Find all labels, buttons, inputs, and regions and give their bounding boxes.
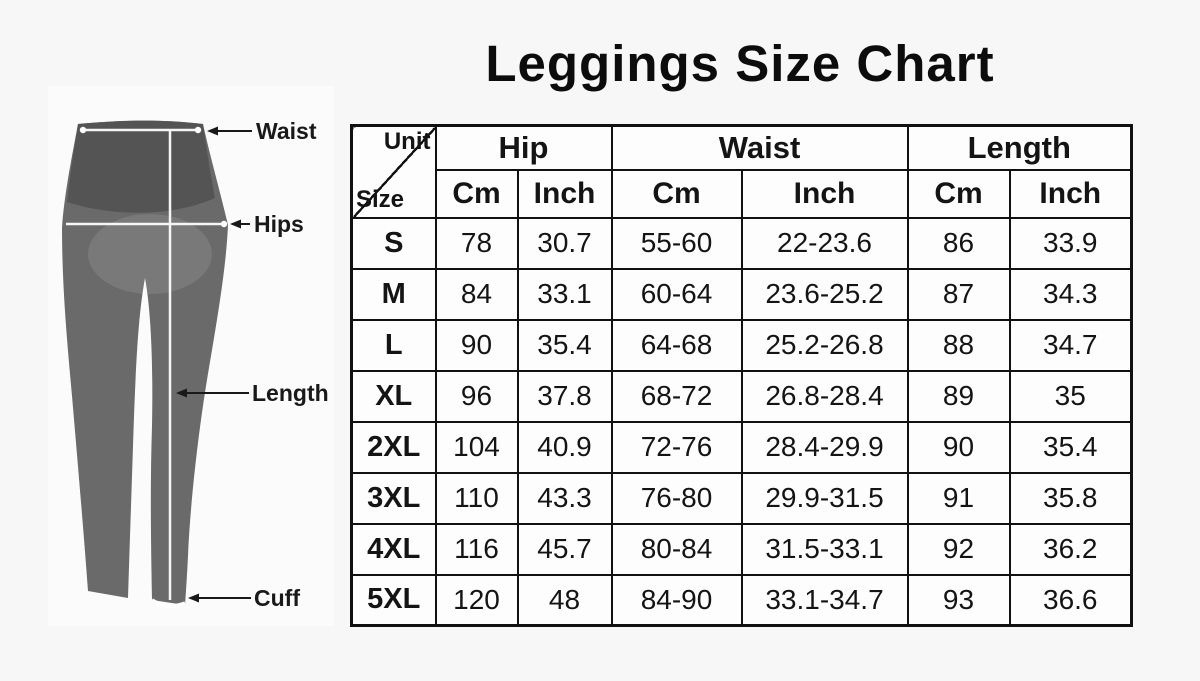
- table-cell: 37.8: [516, 369, 613, 423]
- table-cell: 31.5-33.1: [740, 522, 909, 576]
- table-cell: 36.6: [1008, 573, 1133, 627]
- corner-cell: Unit Size: [350, 124, 437, 219]
- table-cell: 35.4: [1008, 420, 1133, 474]
- cuff-arrowhead: [188, 593, 199, 603]
- table-row: 2XL 104 40.9 72-76 28.4-29.9 90 35.4: [350, 420, 1133, 474]
- hips-arrowhead: [230, 219, 241, 229]
- leggings-waistband: [67, 120, 215, 213]
- table-cell: 60-64: [610, 267, 743, 321]
- waist-arrowhead: [207, 126, 218, 136]
- column-group-hip: Hip: [434, 124, 613, 171]
- table-cell: 88: [906, 318, 1011, 372]
- hips-line-endpoint-right: [220, 220, 228, 228]
- length-arrowhead: [176, 388, 187, 398]
- subheader-waist-inch: Inch: [740, 168, 909, 219]
- table-cell: 30.7: [516, 216, 613, 270]
- table-cell: 90: [906, 420, 1011, 474]
- table-cell: 29.9-31.5: [740, 471, 909, 525]
- table-cell: 33.1: [516, 267, 613, 321]
- subheader-length-cm: Cm: [906, 168, 1011, 219]
- table-cell: 93: [906, 573, 1011, 627]
- size-label: 5XL: [350, 573, 437, 627]
- subheader-length-inch: Inch: [1008, 168, 1133, 219]
- column-group-length: Length: [906, 124, 1133, 171]
- table-cell: 110: [434, 471, 519, 525]
- table-cell: 64-68: [610, 318, 743, 372]
- size-label: 4XL: [350, 522, 437, 576]
- size-label: 3XL: [350, 471, 437, 525]
- figure-label-length: Length: [252, 380, 329, 406]
- subheader-hip-inch: Inch: [516, 168, 613, 219]
- size-label: XL: [350, 369, 437, 423]
- fabric-sheen: [88, 214, 212, 294]
- table-cell: 72-76: [610, 420, 743, 474]
- table-cell: 84-90: [610, 573, 743, 627]
- size-label: M: [350, 267, 437, 321]
- table-cell: 23.6-25.2: [740, 267, 909, 321]
- table-cell: 33.9: [1008, 216, 1133, 270]
- table-cell: 116: [434, 522, 519, 576]
- subheader-waist-cm: Cm: [610, 168, 743, 219]
- size-chart-table: Unit Size Hip Waist Length Cm Inch Cm In…: [350, 124, 1133, 627]
- column-group-waist: Waist: [610, 124, 909, 171]
- leggings-silhouette: [62, 120, 228, 605]
- size-label: 2XL: [350, 420, 437, 474]
- table-cell: 35: [1008, 369, 1133, 423]
- table-cell: 36.2: [1008, 522, 1133, 576]
- table-row: 5XL 120 48 84-90 33.1-34.7 93 36.6: [350, 573, 1133, 627]
- table-cell: 92: [906, 522, 1011, 576]
- table-cell: 96: [434, 369, 519, 423]
- corner-size-label: Size: [356, 185, 405, 213]
- corner-unit-label: Unit: [383, 128, 431, 155]
- table-row: S 78 30.7 55-60 22-23.6 86 33.9: [350, 216, 1133, 270]
- table-cell: 35.8: [1008, 471, 1133, 525]
- table-cell: 78: [434, 216, 519, 270]
- figure-label-cuff: Cuff: [254, 585, 300, 611]
- page-title: Leggings Size Chart: [485, 35, 995, 92]
- table-cell: 90: [434, 318, 519, 372]
- waist-line-endpoint-left: [79, 126, 87, 134]
- table-cell: 25.2-26.8: [740, 318, 909, 372]
- waist-line-endpoint-right: [194, 126, 202, 134]
- size-label: S: [350, 216, 437, 270]
- table-cell: 34.7: [1008, 318, 1133, 372]
- table-cell: 45.7: [516, 522, 613, 576]
- table-cell: 80-84: [610, 522, 743, 576]
- table-cell: 120: [434, 573, 519, 627]
- table-cell: 91: [906, 471, 1011, 525]
- table-cell: 84: [434, 267, 519, 321]
- leggings-measurement-figure: Waist Hips Length Cuff: [48, 86, 334, 626]
- table-cell: 26.8-28.4: [740, 369, 909, 423]
- table-cell: 33.1-34.7: [740, 573, 909, 627]
- table-row: XL 96 37.8 68-72 26.8-28.4 89 35: [350, 369, 1133, 423]
- table-cell: 40.9: [516, 420, 613, 474]
- table-cell: 55-60: [610, 216, 743, 270]
- table-cell: 68-72: [610, 369, 743, 423]
- table-cell: 86: [906, 216, 1011, 270]
- table-row: 3XL 110 43.3 76-80 29.9-31.5 91 35.8: [350, 471, 1133, 525]
- unit-header-row: Cm Inch Cm Inch Cm Inch: [352, 168, 1133, 219]
- figure-label-hips: Hips: [254, 211, 304, 237]
- table-cell: 89: [906, 369, 1011, 423]
- table-cell: 43.3: [516, 471, 613, 525]
- table-row: L 90 35.4 64-68 25.2-26.8 88 34.7: [350, 318, 1133, 372]
- table-cell: 104: [434, 420, 519, 474]
- table-cell: 34.3: [1008, 267, 1133, 321]
- table-cell: 22-23.6: [740, 216, 909, 270]
- group-header-row: Unit Size Hip Waist Length: [350, 124, 1133, 219]
- table-cell: 87: [906, 267, 1011, 321]
- cuff-arc: [151, 598, 186, 608]
- figure-label-waist: Waist: [256, 118, 317, 144]
- size-label: L: [350, 318, 437, 372]
- subheader-hip-cm: Cm: [434, 168, 519, 219]
- table-cell: 76-80: [610, 471, 743, 525]
- table-cell: 35.4: [516, 318, 613, 372]
- table-row: M 84 33.1 60-64 23.6-25.2 87 34.3: [350, 267, 1133, 321]
- table-row: 4XL 116 45.7 80-84 31.5-33.1 92 36.2: [350, 522, 1133, 576]
- table-cell: 28.4-29.9: [740, 420, 909, 474]
- table-cell: 48: [516, 573, 613, 627]
